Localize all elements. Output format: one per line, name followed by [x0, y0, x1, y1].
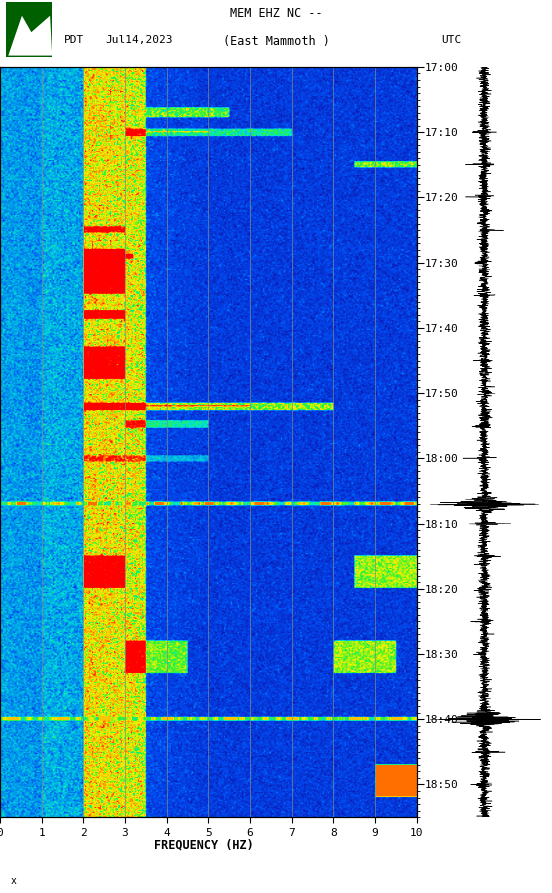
Text: PDT: PDT	[63, 35, 84, 45]
Text: UTC: UTC	[442, 35, 462, 45]
Text: FREQUENCY (HZ): FREQUENCY (HZ)	[155, 839, 254, 851]
Text: Jul14,2023: Jul14,2023	[105, 35, 172, 45]
Polygon shape	[8, 16, 52, 55]
FancyBboxPatch shape	[6, 2, 52, 57]
Text: x: x	[11, 876, 17, 886]
Text: USGS: USGS	[17, 33, 41, 42]
Text: (East Mammoth ): (East Mammoth )	[222, 35, 330, 48]
Text: MEM EHZ NC --: MEM EHZ NC --	[230, 6, 322, 20]
